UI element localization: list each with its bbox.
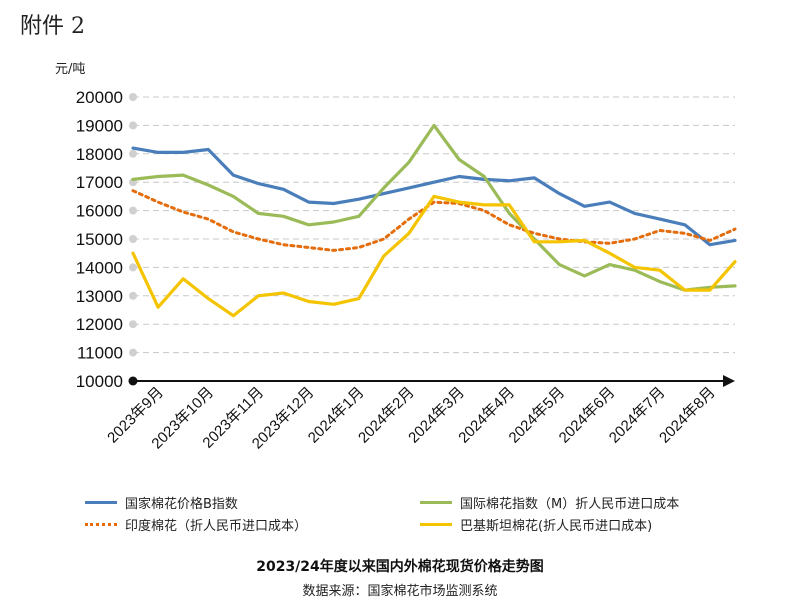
legend-swatch-m-index	[420, 501, 452, 504]
legend-item-pakistan: 巴基斯坦棉花(折人民币进口成本)	[420, 515, 652, 534]
y-tick-marker	[129, 93, 137, 101]
legend-item-m-index: 国际棉花指数（M）折人民币进口成本	[420, 493, 679, 512]
y-tick-marker	[129, 235, 137, 243]
grid-lines	[133, 96, 735, 354]
annex-label: 附件 2	[20, 14, 85, 39]
y-axis-unit-label: 元/吨	[55, 62, 86, 77]
chart-title: 2023/24年度以来国内外棉花现货价格走势图	[256, 559, 544, 575]
y-tick-label: 19000	[76, 116, 123, 135]
legend-label-m-index: 国际棉花指数（M）折人民币进口成本	[460, 497, 680, 512]
y-tick-label: 11000	[77, 344, 123, 363]
legend-swatch-pakistan	[420, 523, 452, 526]
x-axis-arrow	[723, 375, 735, 387]
legend-item-india: 印度棉花（折人民币进口成本）	[85, 515, 307, 534]
series-line-1	[131, 123, 737, 292]
y-tick-marker	[129, 121, 137, 130]
legend-label-pakistan: 巴基斯坦棉花(折人民币进口成本)	[460, 519, 653, 534]
y-tick-marker	[129, 320, 137, 329]
x-axis-tick-labels: 2023年9月2023年10月2023年11月2023年12月2024年1月20…	[104, 384, 719, 453]
series-line-3	[131, 194, 737, 318]
y-tick-label: 15000	[76, 230, 123, 249]
legend-label-b-index: 国家棉花价格B指数	[125, 497, 238, 512]
legend-item-b-index: 国家棉花价格B指数	[85, 493, 238, 512]
y-tick-label: 18000	[76, 145, 123, 164]
series-line-0	[131, 146, 737, 247]
x-axis-origin-dot	[128, 376, 138, 386]
y-tick-marker	[129, 206, 137, 215]
y-tick-label: 17000	[76, 173, 123, 192]
legend-swatch-india	[85, 523, 117, 526]
y-tick-marker	[129, 263, 137, 272]
y-tick-label: 12000	[76, 315, 123, 334]
legend-label-india: 印度棉花（折人民币进口成本）	[125, 519, 308, 534]
y-tick-label: 13000	[76, 287, 123, 306]
y-tick-marker	[129, 149, 137, 158]
legend-swatch-b-index	[85, 501, 117, 504]
y-axis-ticks: 20000 19000 18000 17000 16000 15000 14000 13000…	[76, 88, 137, 391]
series-line-2	[131, 189, 737, 252]
y-tick-label: 16000	[76, 202, 123, 221]
y-tick-label: 14000	[76, 258, 123, 277]
series-lines	[131, 123, 737, 318]
y-tick-label: 10000	[76, 372, 123, 391]
y-tick-label: 20000	[76, 88, 123, 107]
y-tick-marker	[129, 348, 137, 357]
x-axis	[128, 375, 735, 387]
chart-source: 数据来源：国家棉花市场监测系统	[302, 584, 498, 599]
y-tick-marker	[129, 291, 137, 300]
